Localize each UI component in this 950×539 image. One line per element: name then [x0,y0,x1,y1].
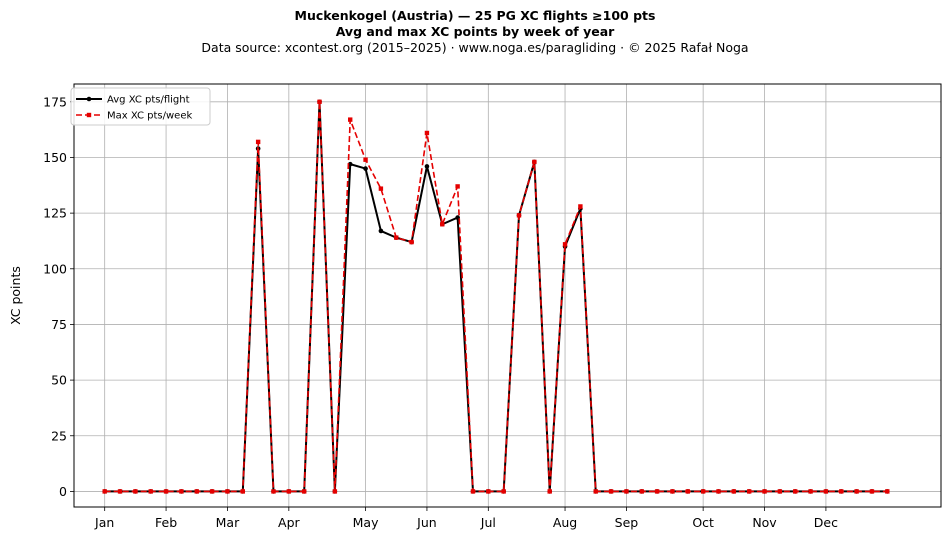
series-1-point [363,157,368,162]
y-tick-label: 150 [43,150,67,165]
x-tick-label: Aug [553,515,577,530]
series-1-point [194,489,199,494]
series-1-point [394,235,399,240]
series-1-point [440,222,445,227]
grid-lines [74,84,941,507]
legend-swatch-marker [86,96,92,102]
series-1-point [102,489,107,494]
series-1-point [700,489,706,494]
series-1-point [746,489,752,494]
series-1-point [716,489,721,494]
x-tick-label: Mar [216,515,240,530]
x-tick-label: Feb [155,515,177,530]
series-1-point [317,99,322,105]
x-tick-label: Jul [480,515,496,530]
y-tick-label: 100 [43,261,67,276]
chart-title: Muckenkogel (Austria) — 25 PG XC flights… [294,8,656,23]
y-tick-label: 125 [43,206,67,221]
series-layer [102,99,890,494]
series-1-point [823,489,829,494]
series-1-point [255,139,261,145]
x-tick-label: Dec [814,515,838,530]
series-0-point [363,166,368,171]
series-1-point [332,489,338,494]
x-tick-label: Jun [416,515,437,530]
legend-label: Max XC pts/week [107,111,192,122]
series-1-point [777,489,783,494]
series-1-point [378,186,384,191]
series-1-point [762,489,767,494]
series-1-point [409,239,414,245]
series-1-point [225,489,230,494]
series-1-point [501,489,506,494]
series-1-point [885,489,890,494]
series-1-point [685,489,691,494]
x-tick-label: May [353,515,379,530]
series-0-point [424,164,430,169]
series-1-point [148,489,153,494]
series-1-point [624,489,629,494]
legend-box [70,87,211,126]
series-1-point [117,489,123,494]
series-1-point [455,184,460,189]
series-line-0 [104,100,888,493]
y-axis: 0 25 50 75 100 125 150 175 [43,94,74,499]
series-1-point [133,489,138,494]
series-1-point [578,204,583,209]
plot-frame [73,83,942,508]
series-1-point [240,489,245,494]
chart-source: Data source: xcontest.org (2015–2025) · … [201,40,749,55]
y-tick-label: 75 [51,317,67,332]
series-1-point [286,489,292,494]
series-1-point [470,489,476,494]
series-1-point [163,489,169,494]
chart-subtitle: Avg and max XC points by week of year [335,24,615,39]
chart-titles: Muckenkogel (Austria) — 25 PG XC flights… [0,8,950,56]
series-1-point [209,489,215,494]
series-1-point [301,489,307,494]
y-tick-label: 0 [59,484,67,499]
y-tick-label: 175 [43,94,67,109]
series-1-point [869,489,875,494]
series-1-point [854,489,859,494]
y-tick-label: 50 [51,373,67,388]
legend-swatch-marker [86,112,92,118]
series-1-point [532,159,537,165]
series-1-point [608,489,614,494]
series-1-point [731,489,737,494]
series-1-point [348,117,353,122]
series-1-point [593,489,598,494]
series-1-point [654,489,660,494]
series-1-point [562,242,568,247]
series-0-point [378,228,384,234]
series-1-point [839,489,844,494]
series-1-point [808,489,813,494]
series-1-point [179,489,184,494]
series-1-point [271,489,276,494]
series-1-point [639,489,644,494]
legend-label: Avg XC pts/flight [107,95,190,106]
series-1-point [547,489,552,494]
series-1-point [670,489,675,494]
series-1-point [793,489,798,494]
y-axis-label: XC points [8,266,23,325]
series-line-1 [104,101,888,493]
legend: Avg XC pts/flight Max XC pts/week [70,87,211,126]
x-tick-label: Oct [692,515,714,530]
x-tick-label: Apr [278,515,300,530]
x-tick-label: Sep [615,515,639,530]
x-axis: Jan Feb Mar Apr May Jun Jul Aug Sep Oct Nov Dec [94,507,838,530]
y-tick-label: 25 [51,428,67,443]
series-1-point [486,489,491,494]
series-1-point [424,130,430,136]
series-1-point [516,213,522,218]
x-tick-label: Jan [94,515,114,530]
x-tick-label: Nov [752,515,777,530]
